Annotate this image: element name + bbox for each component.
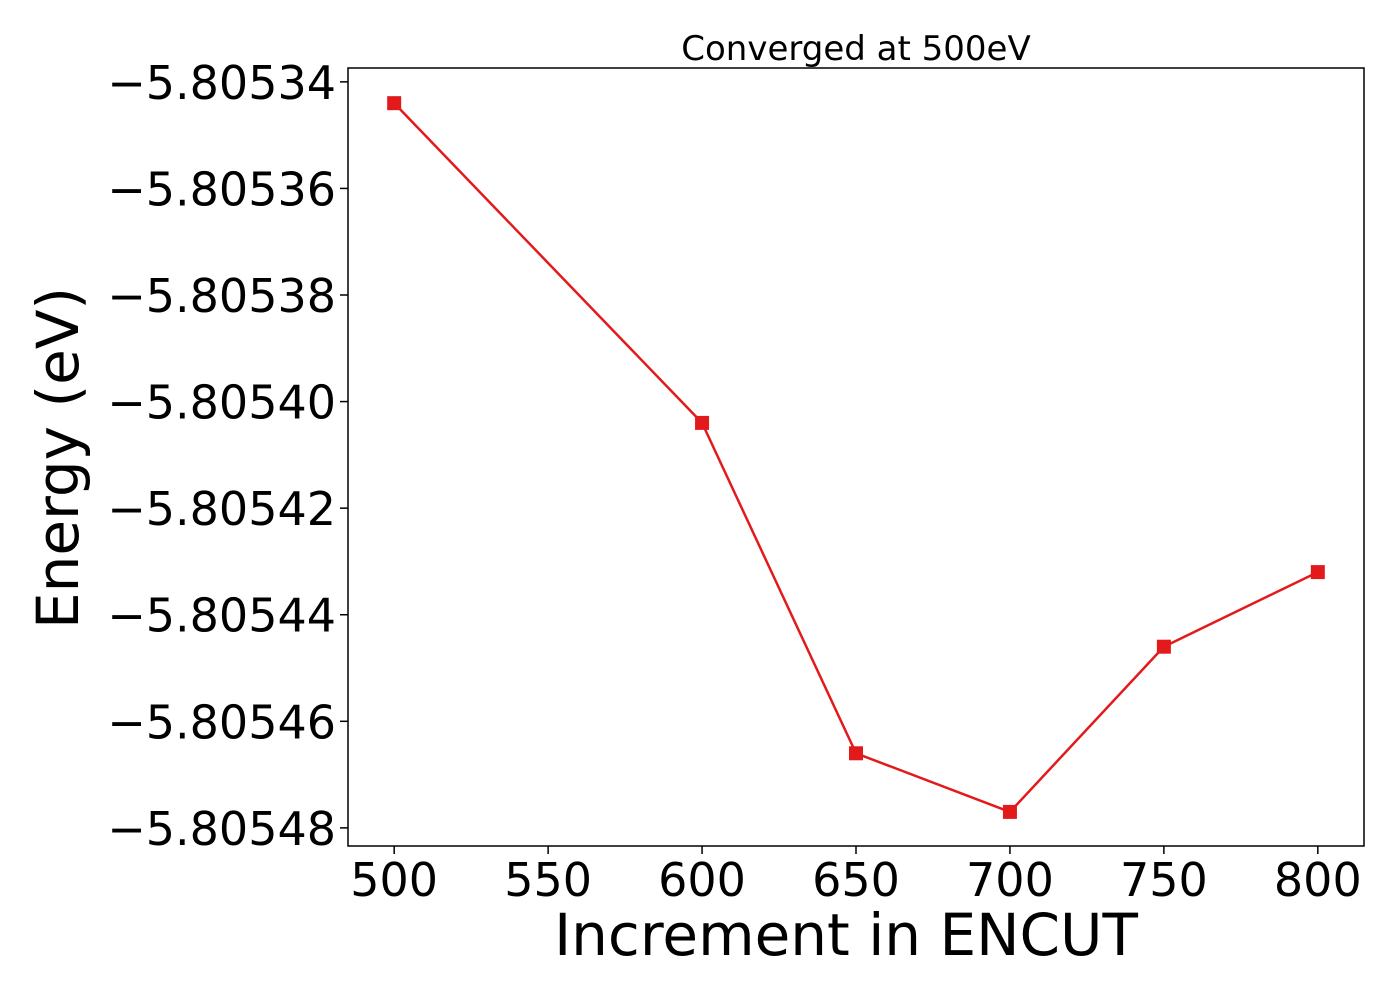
x-tick-label: 600 (658, 853, 746, 907)
axes: 500 550 600 650 700 750 800 −5.80534 −5.80536 −5.… (107, 56, 1361, 907)
y-tick-label: −5.80542 (107, 482, 336, 536)
series-layer (387, 96, 1325, 819)
x-axis-label: Increment in ENCUT (554, 901, 1138, 969)
y-tick-label: −5.80538 (107, 269, 336, 323)
data-point-marker (1002, 804, 1017, 819)
x-tick-label: 550 (504, 853, 592, 907)
data-point-marker (1156, 639, 1171, 654)
series-line (393, 102, 1319, 814)
data-point-marker (695, 415, 710, 430)
x-tick-label: 500 (350, 853, 438, 907)
y-tick-label: −5.80536 (107, 162, 336, 216)
plot-frame (347, 67, 1365, 847)
y-axis-label: Energy (eV) (24, 287, 92, 629)
y-tick-label: −5.80548 (107, 802, 336, 856)
data-point-marker (387, 96, 402, 111)
x-tick-label: 800 (1274, 853, 1362, 907)
y-tick-label: −5.80544 (107, 589, 336, 643)
x-tick-label: 650 (812, 853, 900, 907)
y-tick-label: −5.80540 (107, 376, 336, 430)
data-point-marker (1310, 565, 1325, 580)
y-tick-label: −5.80546 (107, 695, 336, 749)
chart-title: Converged at 500eV (681, 29, 1030, 69)
x-tick-label: 750 (1120, 853, 1208, 907)
y-tick-label: −5.80534 (107, 56, 336, 110)
x-tick-label: 700 (966, 853, 1054, 907)
data-point-marker (849, 746, 863, 761)
